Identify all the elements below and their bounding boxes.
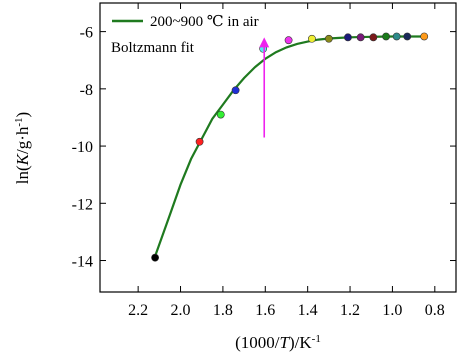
data-point xyxy=(195,137,204,146)
fit-curve xyxy=(154,35,425,257)
y-tick-label: -10 xyxy=(72,139,93,156)
plot-frame xyxy=(99,2,457,293)
data-point xyxy=(344,33,352,42)
data-point xyxy=(308,34,316,43)
data-point xyxy=(231,86,240,95)
y-tick-label: -12 xyxy=(72,196,93,213)
y-tick-label: -8 xyxy=(80,82,93,99)
x-tick-label: 0.8 xyxy=(425,302,445,319)
x-axis-title: (1000/T)/K-1 xyxy=(235,333,321,352)
data-point xyxy=(369,33,378,42)
y-tick-label: -14 xyxy=(72,254,93,271)
x-tick-label: 1.0 xyxy=(382,302,402,319)
arrow-layer xyxy=(259,37,270,138)
data-point xyxy=(151,253,159,262)
y-tick-label: -6 xyxy=(80,25,93,42)
data-point xyxy=(392,32,401,41)
arrow-head xyxy=(259,37,270,48)
axis-ticks: 2.2 2.0 1.8 1.6 1.4 1.2 1.0 0.8 -14 -12 -10 -8 -6 xyxy=(72,3,456,319)
x-tick-label: 1.4 xyxy=(298,302,318,319)
x-tick-label: 1.6 xyxy=(255,302,275,319)
x-tick-label: 1.8 xyxy=(213,302,233,319)
fit-layer xyxy=(154,35,425,257)
data-point xyxy=(420,32,429,41)
points-layer xyxy=(151,32,429,262)
x-tick-label: 2.2 xyxy=(128,302,148,319)
data-point xyxy=(284,36,293,45)
data-point xyxy=(356,33,365,42)
legend-fit-label: Boltzmann fit xyxy=(111,40,195,56)
y-axis-title: ln(K/g·h-1) xyxy=(13,112,32,184)
data-point xyxy=(324,34,333,43)
x-tick-label: 2.0 xyxy=(171,302,191,319)
data-point xyxy=(382,32,390,41)
data-point xyxy=(216,110,225,119)
x-tick-label: 1.2 xyxy=(340,302,360,319)
legend-line-label: 200~900 ℃ in air xyxy=(150,14,259,30)
data-point xyxy=(403,32,412,41)
